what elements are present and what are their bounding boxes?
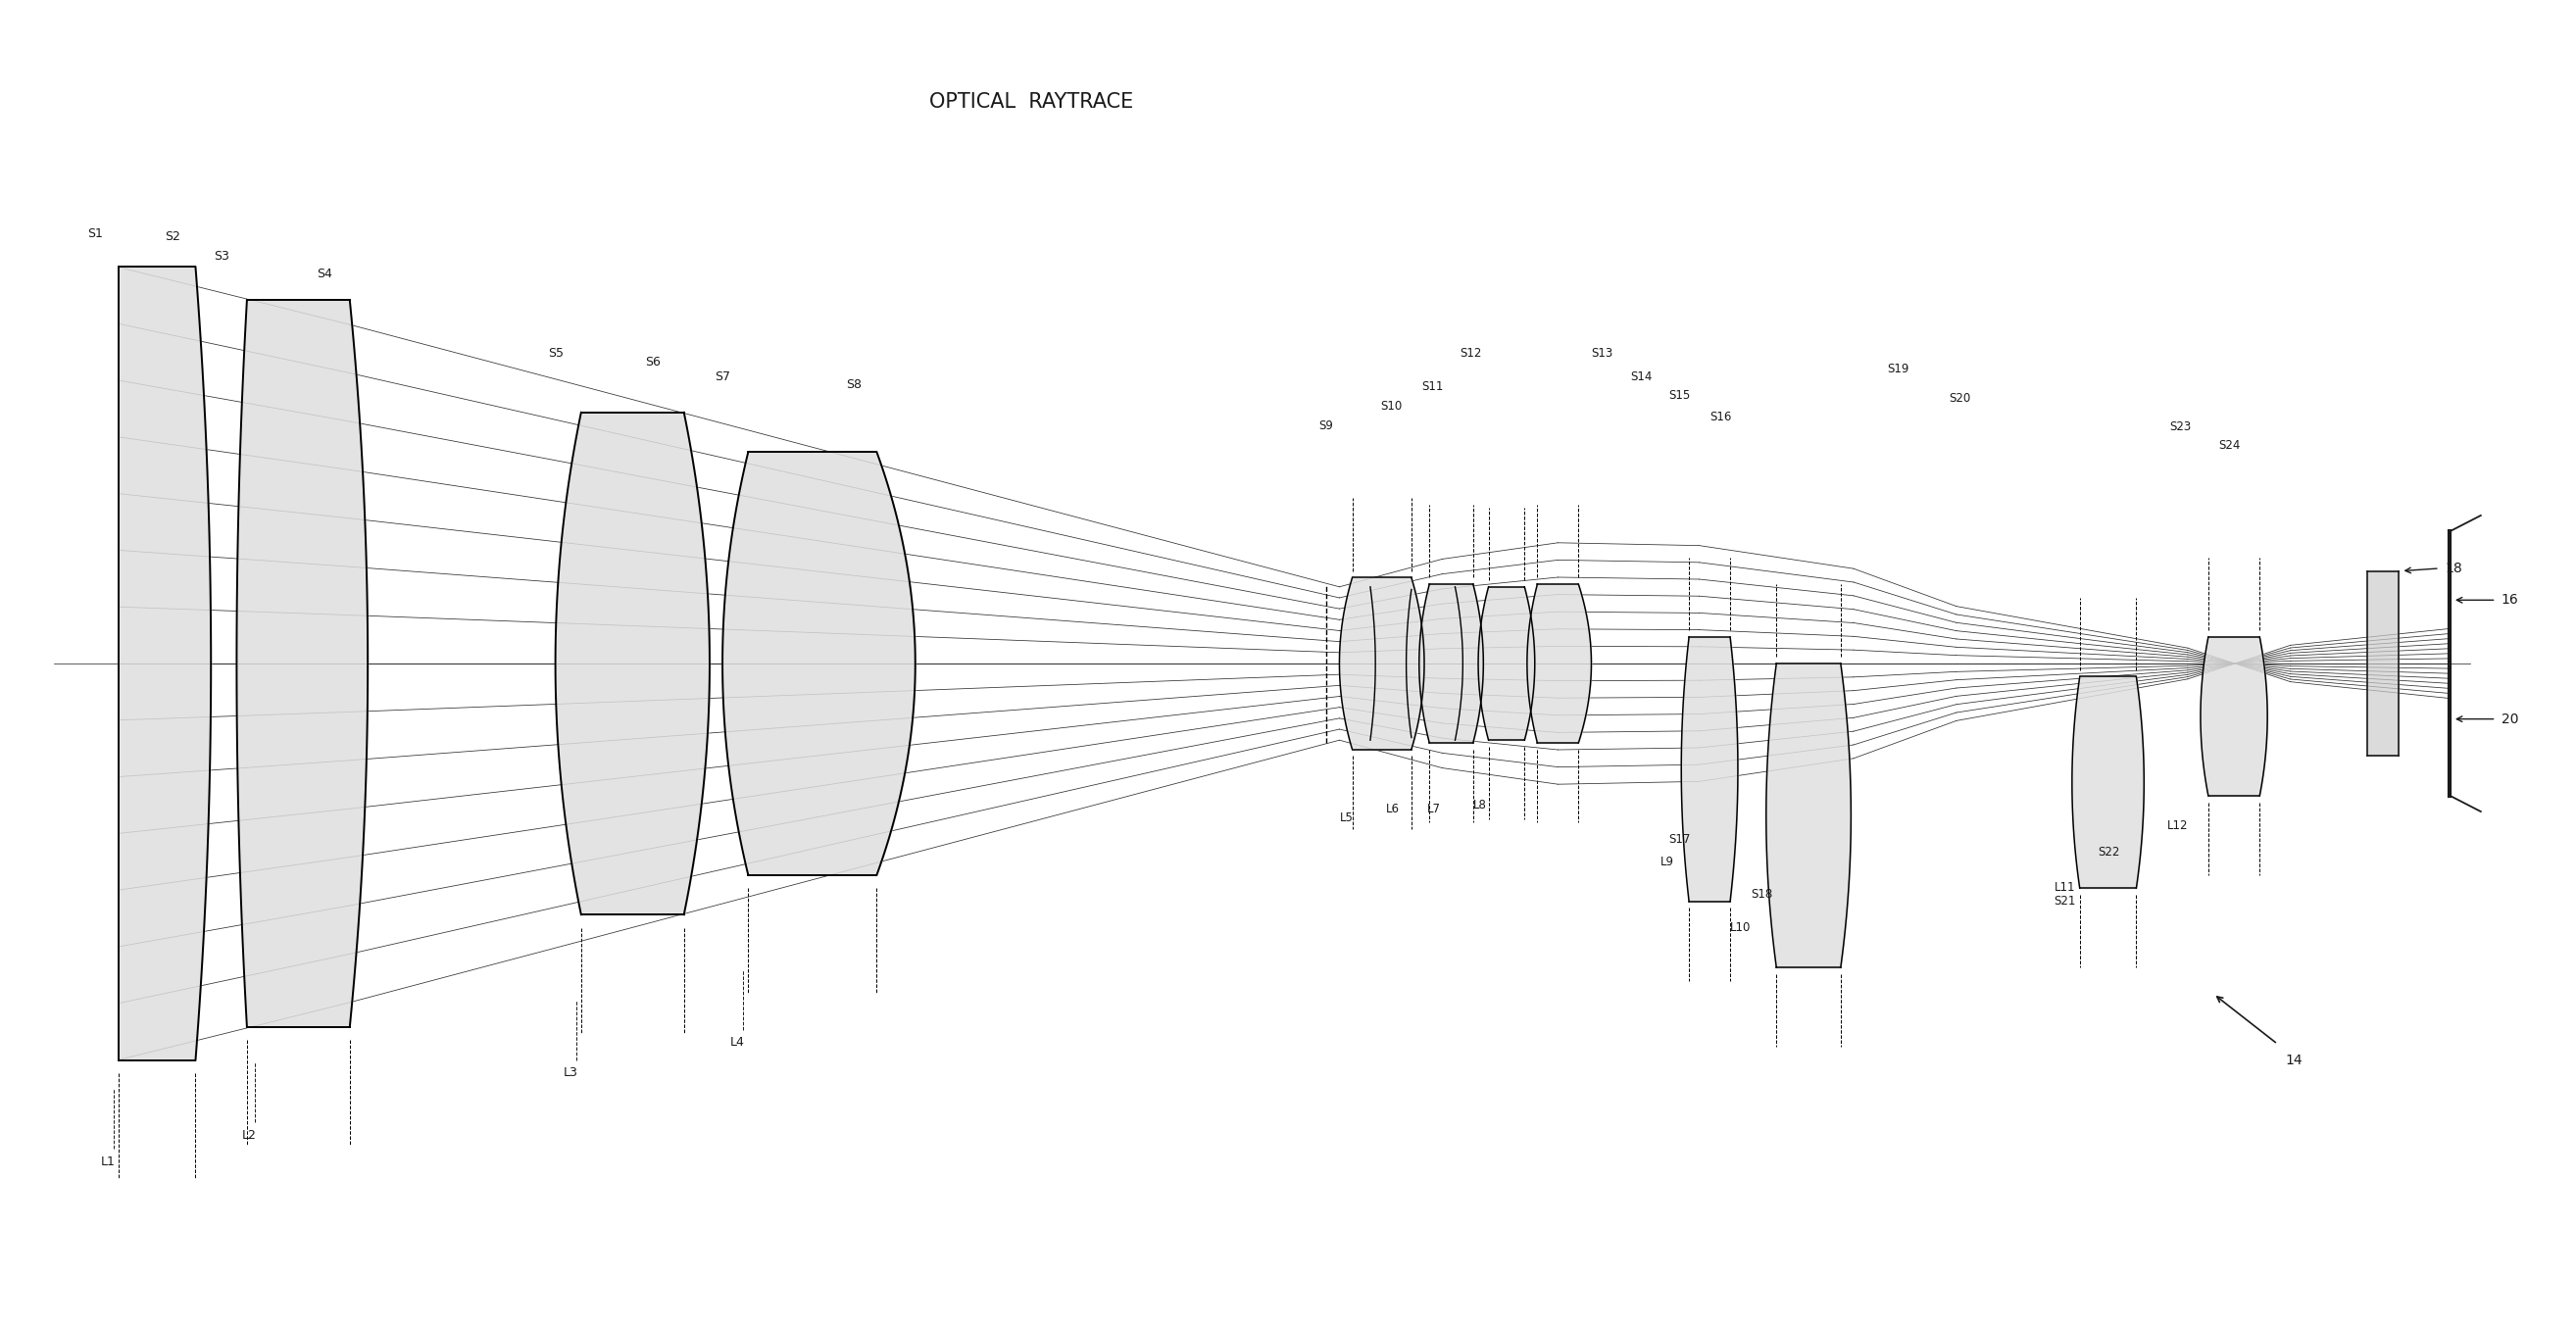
Text: S21: S21 [2053, 894, 2076, 908]
Text: S22: S22 [2097, 845, 2120, 859]
Text: S11: S11 [1422, 380, 1443, 393]
Text: L1: L1 [100, 1154, 116, 1168]
Text: L8: L8 [1473, 799, 1486, 811]
Text: S14: S14 [1631, 370, 1651, 384]
Text: S15: S15 [1669, 389, 1690, 402]
Text: S16: S16 [1710, 410, 1731, 423]
Text: 14: 14 [2285, 1054, 2303, 1067]
Text: L6: L6 [1386, 803, 1399, 815]
Text: S24: S24 [2218, 439, 2241, 453]
Text: S9: S9 [1319, 419, 1334, 433]
Text: 20: 20 [2501, 713, 2519, 726]
Text: L12: L12 [2166, 820, 2187, 832]
Text: S18: S18 [1752, 888, 1772, 901]
Text: 16: 16 [2501, 593, 2519, 606]
Text: S13: S13 [1592, 346, 1613, 360]
Text: S2: S2 [165, 231, 180, 243]
Text: S3: S3 [214, 251, 229, 263]
Text: S20: S20 [1947, 391, 1971, 405]
Text: S6: S6 [647, 356, 662, 369]
Text: S5: S5 [549, 346, 564, 360]
Text: S17: S17 [1669, 832, 1690, 845]
Text: L3: L3 [564, 1067, 577, 1079]
Text: S4: S4 [317, 268, 332, 280]
Text: L5: L5 [1340, 812, 1352, 824]
Text: L4: L4 [729, 1036, 744, 1048]
Text: L9: L9 [1662, 855, 1674, 868]
Text: S12: S12 [1461, 346, 1481, 360]
Text: OPTICAL  RAYTRACE: OPTICAL RAYTRACE [930, 92, 1133, 111]
Text: S19: S19 [1888, 362, 1909, 376]
Text: S1: S1 [88, 228, 103, 240]
Text: S10: S10 [1381, 399, 1401, 413]
Text: 18: 18 [2445, 561, 2463, 575]
Text: L10: L10 [1731, 921, 1752, 934]
Text: S7: S7 [714, 370, 732, 384]
Text: S23: S23 [2169, 421, 2192, 434]
Text: S8: S8 [845, 378, 860, 391]
Text: L2: L2 [242, 1129, 258, 1141]
Text: L11: L11 [2053, 881, 2076, 894]
Text: L7: L7 [1427, 803, 1440, 815]
